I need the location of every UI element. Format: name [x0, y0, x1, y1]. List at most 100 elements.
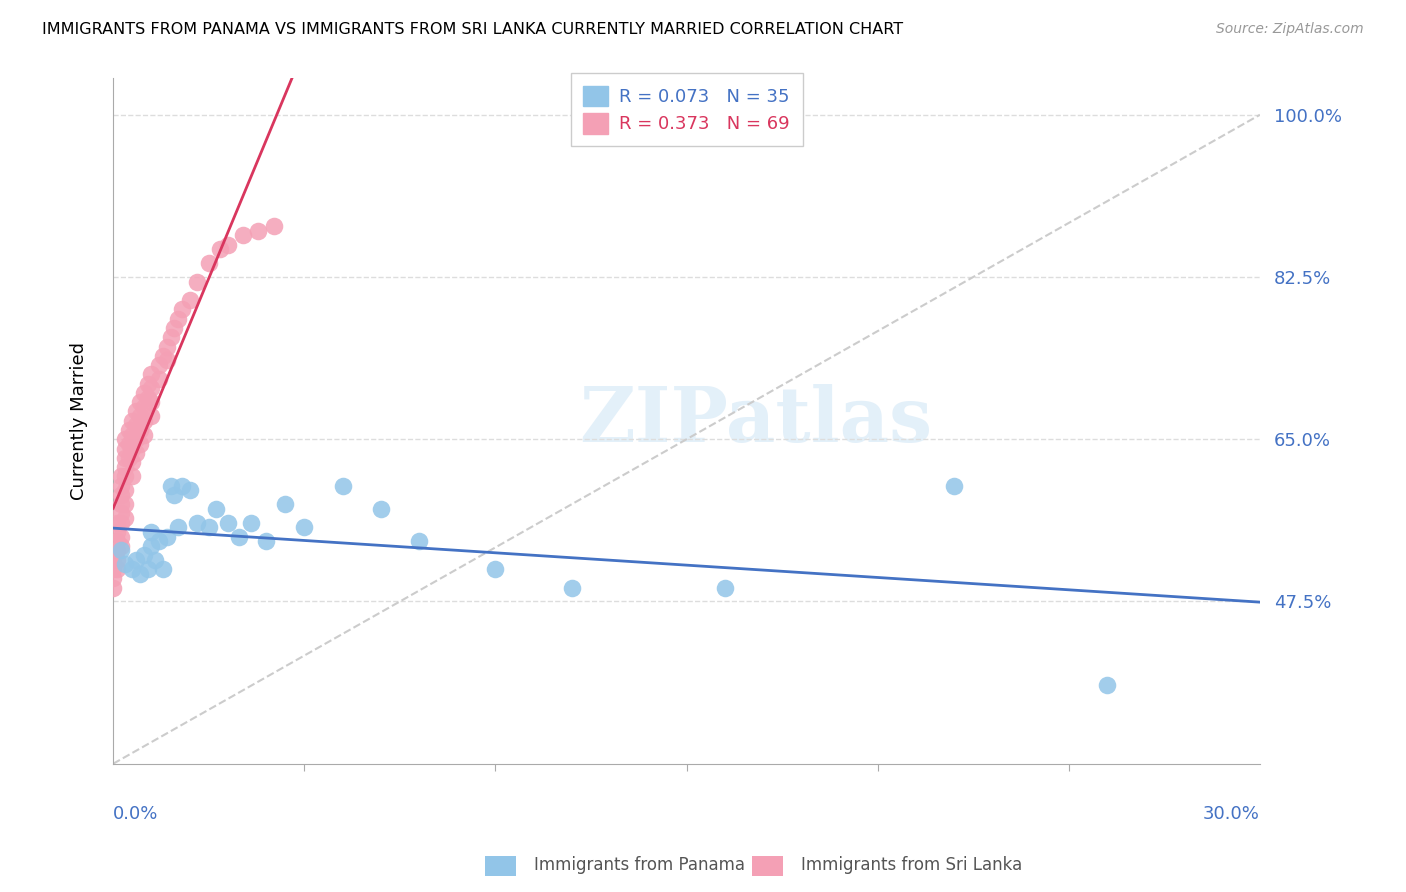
- Point: [105, 524, 128, 539]
- Point: [217, 516, 239, 530]
- Point: [121, 562, 143, 576]
- Text: Immigrants from Panama: Immigrants from Panama: [534, 856, 745, 874]
- Point: [121, 455, 143, 469]
- Point: [254, 534, 277, 549]
- Point: [110, 507, 132, 521]
- Point: [179, 293, 201, 308]
- Point: [274, 497, 297, 511]
- Point: [110, 516, 132, 530]
- Text: 30.0%: 30.0%: [1204, 805, 1260, 823]
- Point: [129, 423, 152, 437]
- Point: [132, 385, 155, 400]
- Point: [121, 469, 143, 483]
- Point: [125, 446, 148, 460]
- Point: [156, 530, 179, 544]
- Point: [121, 427, 143, 442]
- Point: [105, 543, 128, 558]
- Point: [114, 497, 136, 511]
- Point: [170, 302, 193, 317]
- Point: [105, 562, 128, 576]
- Point: [125, 404, 148, 418]
- Point: [156, 353, 179, 368]
- Point: [121, 442, 143, 456]
- Point: [125, 553, 148, 567]
- Point: [103, 571, 125, 585]
- Point: [114, 450, 136, 465]
- Point: [197, 520, 219, 534]
- Point: [132, 548, 155, 562]
- Point: [117, 423, 139, 437]
- Point: [1095, 678, 1118, 692]
- Point: [209, 242, 232, 256]
- Point: [292, 520, 315, 534]
- Text: Currently Married: Currently Married: [70, 342, 89, 500]
- Text: ZIPatlas: ZIPatlas: [579, 384, 932, 458]
- Point: [110, 543, 132, 558]
- Point: [132, 414, 155, 428]
- Point: [103, 581, 125, 595]
- Point: [141, 368, 163, 382]
- Point: [156, 339, 179, 353]
- Point: [105, 516, 128, 530]
- Point: [370, 501, 392, 516]
- Point: [152, 562, 174, 576]
- Point: [110, 478, 132, 492]
- Point: [186, 275, 208, 289]
- Point: [114, 558, 136, 572]
- Point: [159, 478, 181, 492]
- Point: [247, 224, 270, 238]
- Point: [148, 372, 170, 386]
- Point: [141, 395, 163, 409]
- Point: [110, 469, 132, 483]
- Point: [217, 237, 239, 252]
- Point: [114, 432, 136, 446]
- Point: [232, 228, 254, 243]
- Point: [110, 530, 132, 544]
- Text: 0.0%: 0.0%: [114, 805, 159, 823]
- Text: Immigrants from Sri Lanka: Immigrants from Sri Lanka: [801, 856, 1022, 874]
- Legend: R = 0.073   N = 35, R = 0.373   N = 69: R = 0.073 N = 35, R = 0.373 N = 69: [571, 73, 803, 146]
- Point: [484, 562, 506, 576]
- Text: IMMIGRANTS FROM PANAMA VS IMMIGRANTS FROM SRI LANKA CURRENTLY MARRIED CORRELATIO: IMMIGRANTS FROM PANAMA VS IMMIGRANTS FRO…: [42, 22, 903, 37]
- Point: [179, 483, 201, 498]
- Text: Source: ZipAtlas.com: Source: ZipAtlas.com: [1216, 22, 1364, 37]
- Point: [163, 488, 186, 502]
- Point: [141, 539, 163, 553]
- Point: [105, 534, 128, 549]
- Point: [103, 553, 125, 567]
- Point: [110, 497, 132, 511]
- Point: [186, 516, 208, 530]
- Point: [141, 409, 163, 423]
- Point: [239, 516, 262, 530]
- Point: [114, 469, 136, 483]
- Point: [129, 409, 152, 423]
- Point: [121, 414, 143, 428]
- Point: [103, 562, 125, 576]
- Point: [152, 349, 174, 363]
- Point: [136, 391, 159, 405]
- Point: [163, 321, 186, 335]
- Point: [125, 432, 148, 446]
- Point: [143, 553, 166, 567]
- Point: [105, 553, 128, 567]
- Point: [141, 381, 163, 395]
- Point: [114, 483, 136, 498]
- Point: [132, 427, 155, 442]
- Point: [205, 501, 228, 516]
- Point: [110, 488, 132, 502]
- Point: [114, 460, 136, 475]
- Point: [136, 562, 159, 576]
- Point: [148, 358, 170, 372]
- Point: [228, 530, 250, 544]
- Point: [117, 437, 139, 451]
- Point: [943, 478, 966, 492]
- Point: [263, 219, 285, 233]
- Point: [117, 450, 139, 465]
- Point: [408, 534, 430, 549]
- Point: [110, 539, 132, 553]
- Point: [561, 581, 583, 595]
- Point: [159, 330, 181, 344]
- Point: [167, 311, 190, 326]
- Point: [170, 478, 193, 492]
- Point: [129, 566, 152, 581]
